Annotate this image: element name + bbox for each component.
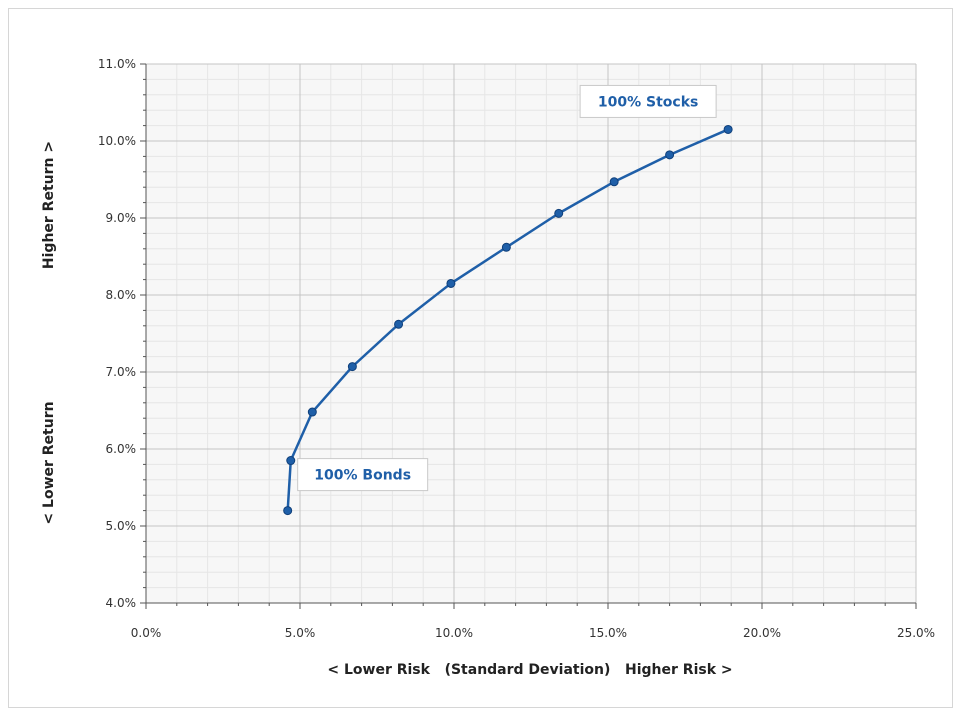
data-point — [286, 456, 296, 466]
data-point — [723, 124, 733, 134]
data-point — [307, 407, 317, 417]
major-grid — [145, 63, 917, 604]
y-tick-label: 4.0% — [106, 596, 137, 610]
tick-labels: 0.0% 5.0% 10.0% 15.0% 20.0% 25.0% 4.0% 5.0% 6.0%… — [98, 57, 935, 640]
data-point — [283, 506, 293, 516]
x-tick-label: 20.0% — [743, 626, 781, 640]
y-tick-label: 6.0% — [106, 442, 137, 456]
y-tick-label: 8.0% — [106, 288, 137, 302]
data-point — [554, 208, 564, 218]
data-point — [501, 242, 511, 252]
y-tick-label: 9.0% — [106, 211, 137, 225]
data-point — [665, 150, 675, 160]
series-group — [283, 124, 733, 516]
x-tick-label: 5.0% — [285, 626, 316, 640]
callout-box — [579, 84, 717, 118]
y-tick-label: 7.0% — [106, 365, 137, 379]
x-tick-label: 10.0% — [435, 626, 473, 640]
x-tick-label: 15.0% — [589, 626, 627, 640]
y-axis-title-lower: < Lower Return — [41, 401, 57, 524]
data-point — [347, 362, 357, 372]
x-axis-title: < Lower Risk (Standard Deviation) Higher… — [327, 662, 732, 678]
callout-box — [297, 458, 429, 492]
data-point — [609, 177, 619, 187]
data-point — [394, 319, 404, 329]
y-tick-label: 11.0% — [98, 57, 136, 71]
minor-grid — [146, 64, 916, 603]
axes — [140, 63, 917, 609]
callouts: 100% Stocks 100% Bonds — [297, 84, 717, 492]
callout-label: 100% Stocks — [598, 94, 698, 110]
y-axis-title-upper: Higher Return > — [41, 141, 57, 269]
y-tick-label: 5.0% — [106, 519, 137, 533]
x-tick-label: 25.0% — [897, 626, 935, 640]
y-tick-label: 10.0% — [98, 134, 136, 148]
plot-area — [146, 64, 916, 603]
callout-label: 100% Bonds — [314, 468, 411, 484]
data-point — [446, 278, 456, 288]
x-tick-label: 0.0% — [131, 626, 162, 640]
